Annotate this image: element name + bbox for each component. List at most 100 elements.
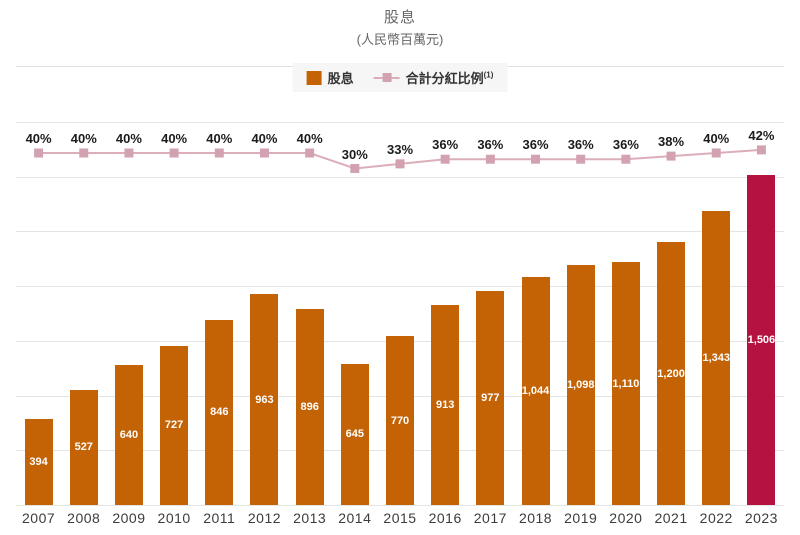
line-marker-2022[interactable]: [711, 148, 721, 158]
line-marker-2013[interactable]: [305, 148, 315, 158]
pct-label-2009: 40%: [115, 131, 142, 146]
legend-label-payout-ratio: 合計分紅比例(1): [405, 70, 494, 86]
bar-value-label-2009: 640: [119, 428, 139, 441]
bar-value-label-2010: 727: [164, 419, 184, 432]
gridline: [16, 505, 784, 506]
line-swatch-square: [382, 73, 392, 82]
bar-2014[interactable]: [340, 363, 369, 505]
legend-item-dividend[interactable]: 股息: [306, 68, 354, 87]
bar-2023[interactable]: [747, 175, 776, 505]
bar-2015[interactable]: [386, 336, 414, 505]
chart-subtitle: (人民幣百萬元): [356, 32, 444, 47]
pct-label-2018: 36%: [522, 137, 549, 153]
pct-label-2023: 42%: [748, 127, 775, 143]
pct-label-2022: 40%: [703, 131, 730, 146]
pct-label-2011: 40%: [206, 131, 233, 146]
pct-label-2020: 36%: [612, 137, 639, 153]
legend-item-payout-ratio[interactable]: 合計分紅比例(1): [373, 68, 494, 87]
gridline: [16, 231, 784, 233]
bar-value-label-2008: 527: [74, 441, 93, 454]
x-axis-label-2012: 2012: [247, 510, 282, 526]
bar-2009[interactable]: [114, 364, 143, 505]
x-axis-label-2016: 2016: [428, 510, 462, 526]
legend-footnote: (1): [483, 70, 494, 80]
pct-label-2008: 40%: [70, 131, 97, 146]
bar-value-label-2018: 1,044: [521, 384, 550, 397]
pct-label-2010: 40%: [161, 131, 188, 146]
bar-value-label-2007: 394: [29, 455, 48, 468]
x-axis-label-2013: 2013: [293, 510, 327, 526]
bar-2012[interactable]: [250, 294, 279, 505]
line-marker-icon: [373, 73, 400, 83]
pct-label-2019: 36%: [567, 137, 594, 153]
legend-label-dividend: 股息: [327, 71, 354, 86]
line-marker-2009[interactable]: [124, 148, 134, 158]
x-axis-label-2022: 2022: [699, 510, 733, 526]
bar-value-label-2017: 977: [481, 392, 500, 405]
bar-value-label-2011: 846: [210, 406, 229, 419]
x-axis-label-2011: 2011: [203, 510, 236, 526]
x-axis-label-2017: 2017: [473, 510, 507, 526]
line-marker-2008[interactable]: [79, 148, 89, 158]
bar-2008[interactable]: [69, 389, 98, 505]
bar-2011[interactable]: [205, 319, 234, 505]
line-marker-2019[interactable]: [576, 154, 586, 164]
line-marker-2020[interactable]: [621, 154, 631, 164]
x-axis-label-2023: 2023: [744, 510, 778, 526]
bar-value-label-2023: 1,506: [747, 334, 776, 347]
bar-value-label-2015: 770: [390, 414, 410, 427]
bar-value-label-2016: 913: [435, 399, 455, 412]
gridline: [16, 286, 784, 288]
pct-label-2021: 38%: [658, 134, 685, 150]
bar-value-label-2020: 1,110: [612, 377, 640, 390]
bar-2010[interactable]: [160, 345, 189, 505]
bar-value-label-2021: 1,200: [657, 367, 685, 380]
gridline: [16, 176, 784, 178]
bar-2019[interactable]: [566, 264, 595, 505]
line-marker-2012[interactable]: [259, 148, 269, 158]
pct-label-2007: 40%: [25, 131, 52, 146]
bar-2007[interactable]: [24, 418, 53, 505]
bar-2021[interactable]: [657, 242, 686, 505]
line-marker-2017[interactable]: [485, 154, 495, 164]
bar-2013[interactable]: [295, 308, 324, 505]
x-axis-label-2020: 2020: [609, 510, 643, 526]
x-axis-label-2021: 2021: [654, 510, 688, 526]
bar-value-label-2022: 1,343: [702, 352, 730, 365]
x-axis-label-2008: 2008: [67, 510, 101, 526]
line-marker-2015[interactable]: [395, 159, 405, 169]
bar-2018[interactable]: [521, 276, 550, 505]
x-axis-label-2007: 2007: [22, 510, 56, 526]
x-axis-label-2014: 2014: [338, 510, 372, 526]
line-marker-2016[interactable]: [440, 154, 450, 164]
pct-label-2013: 40%: [296, 131, 323, 146]
bar-2022[interactable]: [702, 211, 731, 505]
bar-value-label-2014: 645: [345, 428, 364, 441]
legend: 股息 合計分紅比例(1): [292, 63, 508, 92]
bar-value-label-2013: 896: [300, 400, 319, 413]
pct-label-2012: 40%: [251, 131, 278, 146]
bar-2017[interactable]: [476, 291, 505, 505]
x-axis-label-2010: 2010: [157, 510, 191, 526]
x-axis-label-2009: 2009: [112, 510, 146, 526]
line-marker-2010[interactable]: [169, 148, 179, 158]
line-marker-2007[interactable]: [34, 148, 44, 158]
bar-value-label-2012: 963: [255, 393, 274, 406]
bar-swatch-icon: [306, 70, 322, 85]
pct-label-2014: 30%: [341, 146, 368, 162]
bar-value-label-2019: 1,098: [566, 378, 595, 391]
line-marker-2011[interactable]: [214, 148, 224, 158]
line-marker-2023[interactable]: [756, 145, 766, 155]
x-axis-label-2015: 2015: [383, 510, 417, 526]
pct-label-2016: 36%: [432, 137, 459, 153]
bar-2016[interactable]: [431, 305, 460, 505]
x-axis-label-2019: 2019: [564, 510, 598, 526]
chart-title: 股息: [383, 9, 416, 26]
x-axis-label-2018: 2018: [518, 510, 553, 526]
bar-2020[interactable]: [611, 262, 640, 505]
line-marker-2014[interactable]: [350, 164, 360, 173]
pct-label-2017: 36%: [477, 137, 504, 153]
line-marker-2018[interactable]: [531, 154, 541, 164]
line-marker-2021[interactable]: [666, 151, 676, 161]
